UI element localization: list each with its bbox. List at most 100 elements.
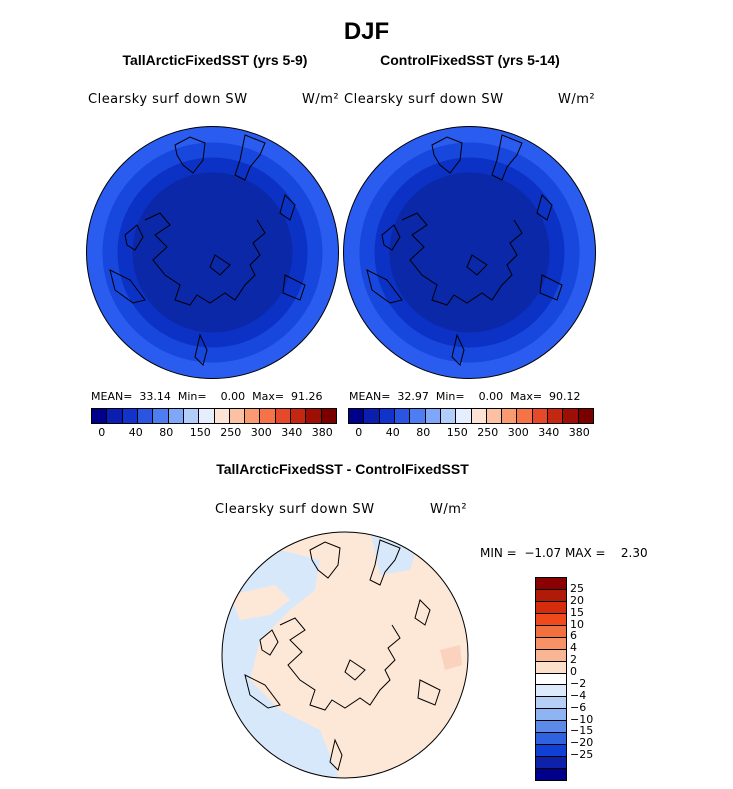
map-core [389, 172, 550, 333]
colorbar-swatch [153, 409, 169, 423]
colorbar-swatch [275, 409, 292, 423]
colorbar-swatch [229, 409, 246, 423]
diff-minmax: MIN = −1.07 MAX = 2.30 [480, 546, 648, 560]
colorbar-tick-label: 300 [250, 426, 272, 439]
colorbar-swatch [536, 601, 566, 614]
panel-2-variable-label: Clearsky surf down SW [344, 92, 504, 107]
colorbar-swatch [122, 409, 138, 423]
diff-colorbar-ticks: 25 20 15 10 6 4 2 0 −2 −4 −6 −10 −15 −20 −25 [570, 577, 610, 779]
panel-2-units-label: W/m² [558, 92, 596, 107]
panel-1-stats: MEAN= 33.14 Min= 0.00 Max= 91.26 [91, 390, 323, 403]
colorbar-swatch [364, 409, 380, 423]
colorbar-swatch [536, 673, 566, 686]
colorbar-swatch [536, 589, 566, 602]
coastlines [109, 134, 306, 366]
colorbar-tick-label: 0 [355, 426, 363, 439]
colorbar-tick-label: 2 [570, 653, 577, 667]
colorbar-swatch [536, 637, 566, 650]
colorbar-tick-label: 80 [416, 426, 431, 439]
colorbar-swatch [536, 661, 566, 674]
colorbar-tick-label: 10 [570, 617, 584, 631]
colorbar-tick-label: 250 [220, 426, 242, 439]
colorbar-tick-label: 15 [570, 605, 584, 619]
colorbar-tick-label: −4 [570, 688, 587, 702]
panel-1-colorbar-ticks: 0 40 80 150 250 300 340 380 [91, 426, 351, 440]
diff-units-label: W/m² [430, 502, 468, 517]
panel-2-colorbar [348, 408, 594, 424]
diff-panel-title: TallArcticFixedSST - ControlFixedSST [216, 461, 469, 477]
colorbar-swatch [486, 409, 503, 423]
colorbar-swatch [199, 409, 215, 423]
panel-2-colorbar-ticks: 0 40 80 150 250 300 340 380 [348, 426, 608, 440]
colorbar-swatch [183, 409, 200, 423]
colorbar-swatch [410, 409, 426, 423]
colorbar-tick-label: 340 [281, 426, 303, 439]
colorbar-swatch [379, 409, 395, 423]
map-core [132, 172, 293, 333]
colorbar-swatch [502, 409, 518, 423]
colorbar-swatch [394, 409, 411, 423]
colorbar-swatch [578, 409, 593, 423]
panel-1-polar-map [86, 126, 339, 379]
diff-colorbar [535, 577, 567, 781]
colorbar-swatch [425, 409, 441, 423]
diff-variable-label: Clearsky surf down SW [215, 502, 375, 517]
colorbar-tick-label: 20 [570, 593, 584, 607]
figure-title: DJF [343, 18, 390, 45]
colorbar-swatch [260, 409, 276, 423]
colorbar-swatch [517, 409, 533, 423]
colorbar-tick-label: 4 [570, 641, 577, 655]
colorbar-swatch [306, 409, 322, 423]
coastlines [244, 539, 441, 771]
colorbar-swatch [456, 409, 472, 423]
colorbar-tick-label: −20 [570, 736, 594, 750]
colorbar-swatch [536, 757, 566, 769]
colorbar-tick-label: −10 [570, 712, 594, 726]
colorbar-tick-label: 25 [570, 581, 584, 595]
colorbar-swatch [536, 613, 566, 626]
diff-polar-map [221, 531, 469, 779]
colorbar-tick-label: 380 [568, 426, 590, 439]
colorbar-swatch [536, 625, 566, 638]
colorbar-tick-label: 80 [159, 426, 174, 439]
colorbar-swatch [245, 409, 261, 423]
colorbar-tick-label: −25 [570, 748, 594, 762]
colorbar-swatch [536, 721, 566, 734]
colorbar-swatch [536, 578, 566, 590]
colorbar-swatch [536, 769, 566, 780]
colorbar-swatch [349, 409, 365, 423]
colorbar-swatch [536, 649, 566, 662]
colorbar-tick-label: 300 [507, 426, 529, 439]
colorbar-swatch [536, 697, 566, 710]
colorbar-tick-label: 340 [538, 426, 560, 439]
colorbar-swatch [168, 409, 184, 423]
colorbar-swatch [291, 409, 307, 423]
colorbar-tick-label: 250 [477, 426, 499, 439]
panel-1-colorbar [91, 408, 337, 424]
diff-positive-region-3 [230, 585, 290, 620]
colorbar-tick-label: 0 [98, 426, 106, 439]
colorbar-swatch [532, 409, 549, 423]
colorbar-tick-label: 6 [570, 629, 577, 643]
colorbar-swatch [563, 409, 579, 423]
panel-1-variable-label: Clearsky surf down SW [88, 92, 248, 107]
colorbar-swatch [440, 409, 457, 423]
panel-1-units-label: W/m² [302, 92, 340, 107]
panel-2-polar-map [343, 126, 596, 379]
panel-2-title: ControlFixedSST (yrs 5-14) [380, 52, 560, 68]
colorbar-tick-label: 150 [446, 426, 468, 439]
colorbar-swatch [536, 685, 566, 698]
colorbar-tick-label: −2 [570, 676, 587, 690]
panel-2-stats: MEAN= 32.97 Min= 0.00 Max= 90.12 [349, 390, 581, 403]
colorbar-swatch [92, 409, 108, 423]
colorbar-tick-label: 40 [128, 426, 143, 439]
colorbar-tick-label: 0 [570, 665, 577, 679]
colorbar-swatch [214, 409, 230, 423]
colorbar-tick-label: −15 [570, 724, 594, 738]
colorbar-swatch [548, 409, 564, 423]
colorbar-tick-label: 40 [385, 426, 400, 439]
colorbar-swatch [536, 709, 566, 722]
colorbar-swatch [107, 409, 123, 423]
colorbar-tick-label: −6 [570, 700, 587, 714]
coastlines [366, 134, 563, 366]
